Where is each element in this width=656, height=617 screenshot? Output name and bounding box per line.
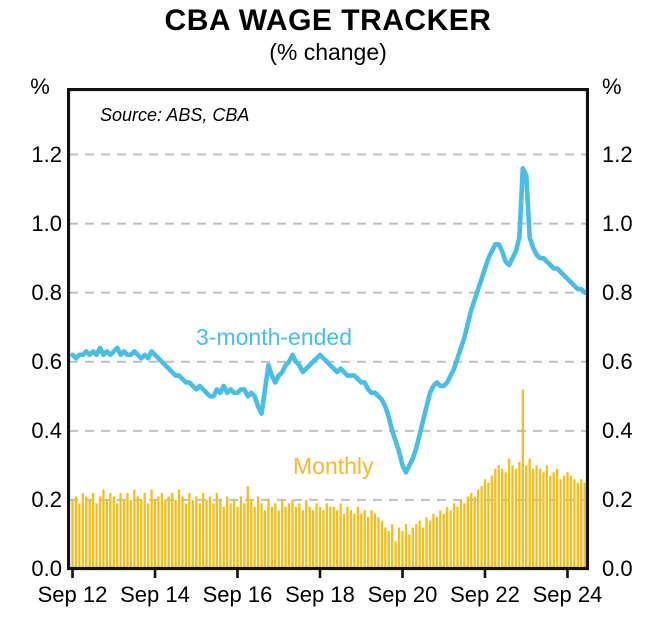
y-tick-label-left-1.0: 1.0: [31, 210, 62, 236]
y-tick-label-left-0.8: 0.8: [31, 279, 62, 305]
x-tick-marks: [71, 570, 569, 578]
y-tick-label-left-0.2: 0.2: [31, 486, 62, 512]
x-tick-label-sep-20: Sep 20: [367, 582, 438, 607]
y-tick-label-right-1.0: 1.0: [602, 210, 633, 236]
line-path: [70, 166, 587, 475]
y-tick-label-right-0.6: 0.6: [602, 348, 633, 374]
y-tick-label-left-0.6: 0.6: [31, 348, 62, 374]
chart-subtitle: (% change): [269, 39, 387, 65]
bar-series-label: Monthly: [293, 453, 374, 479]
x-tick-label-sep-18: Sep 18: [285, 582, 355, 607]
x-tick-label-sep-24: Sep 24: [532, 582, 603, 607]
y-tick-label-right-0.4: 0.4: [602, 417, 633, 443]
y-tick-label-left-0.0: 0.0: [31, 556, 62, 581]
x-tick-label-sep-22: Sep 22: [450, 582, 520, 607]
y-tick-label-left-0.4: 0.4: [31, 417, 62, 443]
y-tick-label-right-0.0: 0.0: [602, 556, 633, 581]
plot-frame: [67, 88, 589, 571]
y-tick-label-right-0.2: 0.2: [602, 486, 633, 512]
y-tick-label-left-1.2: 1.2: [31, 141, 62, 167]
chart-title: CBA WAGE TRACKER: [164, 4, 492, 37]
line-series-label: 3-month-ended: [196, 324, 352, 350]
x-tick-label-sep-16: Sep 16: [202, 582, 273, 607]
source-note: Source: ABS, CBA: [100, 105, 250, 125]
x-tick-label-sep-12: Sep 12: [37, 582, 108, 607]
y-axis-unit-left: %: [30, 74, 50, 99]
bars-group: [71, 389, 586, 569]
y-axis-unit-right: %: [602, 74, 622, 99]
y-tick-label-right-1.2: 1.2: [602, 141, 633, 167]
x-tick-label-sep-14: Sep 14: [120, 582, 190, 607]
plot-area: [67, 88, 589, 578]
y-tick-label-right-0.8: 0.8: [602, 279, 633, 305]
